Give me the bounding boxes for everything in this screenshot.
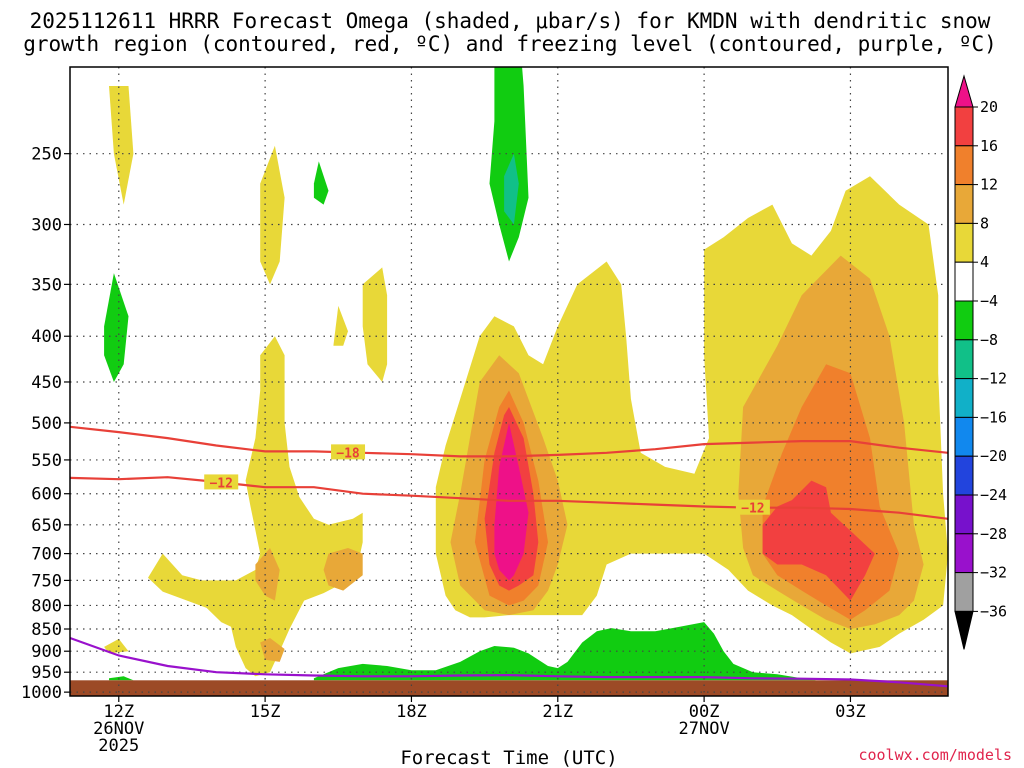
- omega-region-4-value-4: [109, 86, 134, 205]
- y-tick-label-400: 400: [31, 327, 62, 347]
- x-tick-label-24-1: 27NOV: [679, 719, 730, 739]
- omega-region-22-value--8: [504, 153, 519, 225]
- x-tick-label-12-1: 26NOV: [93, 719, 144, 739]
- colorbar-label-1: 16: [980, 137, 998, 155]
- colorbar-segment-12: [954, 572, 974, 612]
- y-tick-label-350: 350: [31, 275, 62, 295]
- omega-region-8-value-8: [260, 638, 285, 662]
- colorbar-segment-5: [954, 300, 974, 341]
- omega-region-21-value--4: [109, 676, 134, 681]
- y-tick-label-750: 750: [31, 571, 62, 591]
- y-tick-label-650: 650: [31, 516, 62, 536]
- y-tick-label-850: 850: [31, 620, 62, 640]
- colorbar-segment-6: [954, 339, 974, 380]
- x-tick-label-18-0: 18Z: [396, 702, 427, 722]
- colorbar-label-9: −20: [980, 447, 1007, 465]
- colorbar-segment-4: [954, 261, 974, 302]
- colorbar-top-triangle: [954, 74, 974, 108]
- contour-label-1: −12: [741, 502, 764, 517]
- colorbar-label-2: 12: [980, 176, 998, 194]
- contour-line-dendritic-18c: [70, 425, 948, 458]
- x-tick-label-27-0: 03Z: [835, 702, 866, 722]
- omega-region-5-value-4: [104, 638, 129, 654]
- contour-label-group-2: −12: [735, 499, 770, 517]
- contour-label-group-0: −18: [331, 444, 366, 461]
- colorbar-label-4: 4: [980, 253, 989, 271]
- omega-region-20-value--4: [313, 622, 817, 681]
- y-tick-label-900: 900: [31, 642, 62, 662]
- colorbar-label-0: 20: [980, 98, 998, 116]
- y-tick-label-950: 950: [31, 663, 62, 683]
- chart-title-line-1: 2025112611 HRRR Forecast Omega (shaded, …: [30, 9, 991, 33]
- colorbar-label-7: −12: [980, 370, 1007, 388]
- x-tick-label-12-0: 12Z: [103, 702, 134, 722]
- y-tick-label-800: 800: [31, 596, 62, 616]
- credit-text[interactable]: coolwx.com/models: [858, 746, 1012, 764]
- colorbar-label-13: −36: [980, 602, 1007, 620]
- x-tick-label-21-0: 21Z: [542, 702, 573, 722]
- y-tick-label-500: 500: [31, 414, 62, 434]
- contour-label-bg: [331, 444, 366, 460]
- y-tick-label-700: 700: [31, 545, 62, 565]
- omega-colorbar: 20 16 12 8 4 −4 −8 −12 −16 −20 −24 −28 −32 −36: [954, 74, 1007, 650]
- y-tick-label-550: 550: [31, 451, 62, 471]
- ground-surface: [70, 680, 948, 696]
- plot-area: −18 −12 −12 250 300 350 400 450 500 550 600 650 700 7…: [21, 66, 949, 756]
- x-tick-label-15-0: 15Z: [250, 702, 281, 722]
- colorbar-label-5: −4: [980, 292, 998, 310]
- colorbar-segment-10: [954, 494, 974, 535]
- colorbar-segment-1: [954, 145, 974, 186]
- omega-region-1-value-4: [362, 267, 388, 382]
- omega-region-17-value--4: [489, 67, 529, 262]
- y-tick-label-250: 250: [31, 145, 62, 165]
- omega-region-9-value-8: [323, 548, 363, 591]
- colorbar-segment-0: [954, 106, 974, 147]
- contour-label-group-1: −12: [204, 474, 239, 491]
- colorbar-label-6: −8: [980, 331, 998, 349]
- x-tick-label-24-0: 00Z: [689, 702, 720, 722]
- colorbar-label-3: 8: [980, 214, 989, 232]
- contour-label-0: −18: [336, 446, 360, 461]
- omega-region-0-value-4: [148, 336, 363, 677]
- x-tick-label-12-2: 2025: [98, 736, 139, 756]
- contour-line-freezing-level-0c: [70, 636, 948, 688]
- colorbar-bottom-triangle: [954, 610, 974, 650]
- colorbar-segment-9: [954, 455, 974, 496]
- colorbar-segment-3: [954, 222, 974, 263]
- colorbar-label-12: −32: [980, 564, 1007, 582]
- colorbar-label-10: −24: [980, 486, 1007, 504]
- contour-label-bg: [204, 474, 239, 490]
- colorbar-segment-11: [954, 533, 974, 574]
- colorbar-segment-8: [954, 416, 974, 457]
- contour-label-1: −12: [209, 476, 232, 491]
- y-tick-label-600: 600: [31, 485, 62, 505]
- colorbar-segment-7: [954, 378, 974, 418]
- omega-region-3-value-4: [260, 145, 285, 285]
- colorbar-segment-2: [954, 184, 974, 224]
- omega-region-15-value-16: [762, 480, 875, 601]
- omega-region-7-value-8: [255, 548, 280, 601]
- x-axis-label: Forecast Time (UTC): [400, 747, 617, 768]
- colorbar-label-8: −16: [980, 408, 1007, 426]
- y-tick-label-1000: 1000: [21, 683, 62, 703]
- y-tick-label-450: 450: [31, 373, 62, 393]
- plot-clipped-group: −18 −12 −12: [70, 67, 948, 696]
- omega-region-18-value--4: [104, 273, 129, 382]
- y-tick-label-300: 300: [31, 215, 62, 235]
- chart-title-line-2: growth region (contoured, red, ºC) and f…: [23, 32, 997, 56]
- colorbar-label-11: −28: [980, 525, 1007, 543]
- contour-label-bg: [735, 499, 770, 515]
- omega-region-19-value--4: [313, 161, 329, 205]
